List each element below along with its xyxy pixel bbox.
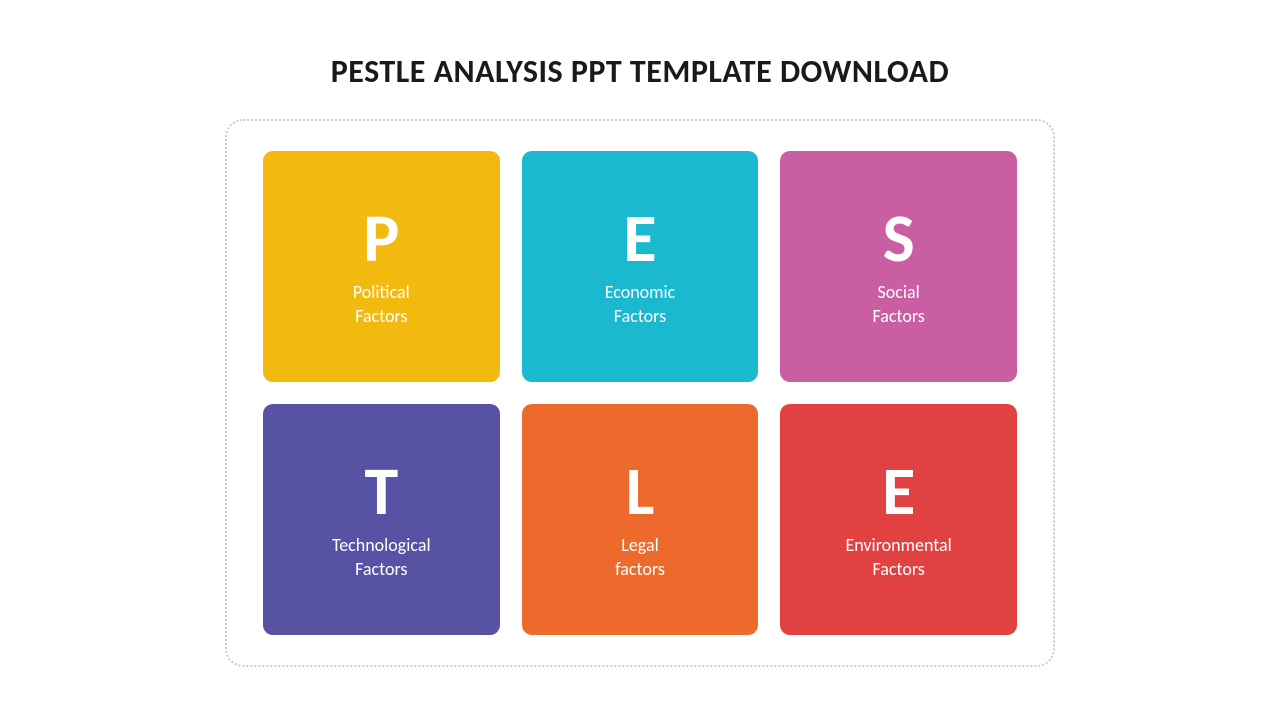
tile-legal: L Legal factors — [522, 404, 759, 635]
pestle-grid: P Political Factors E Economic Factors S… — [225, 119, 1055, 667]
tile-letter: E — [882, 458, 915, 526]
tile-letter: P — [363, 205, 399, 273]
tile-economic: E Economic Factors — [522, 151, 759, 382]
tile-label: Environmental Factors — [845, 534, 951, 581]
tile-political: P Political Factors — [263, 151, 500, 382]
tile-environmental: E Environmental Factors — [780, 404, 1017, 635]
tile-technological: T Technological Factors — [263, 404, 500, 635]
tile-letter: T — [364, 458, 398, 526]
tile-letter: S — [883, 205, 915, 273]
tile-label: Social Factors — [872, 281, 924, 328]
tile-label: Technological Factors — [332, 534, 431, 581]
tile-letter: E — [623, 205, 656, 273]
tile-label: Economic Factors — [605, 281, 676, 328]
tile-label: Political Factors — [353, 281, 410, 328]
tile-letter: L — [626, 458, 655, 526]
page-title: PESTLE ANALYSIS PPT TEMPLATE DOWNLOAD — [331, 52, 949, 91]
tile-label: Legal factors — [615, 534, 665, 581]
tile-social: S Social Factors — [780, 151, 1017, 382]
